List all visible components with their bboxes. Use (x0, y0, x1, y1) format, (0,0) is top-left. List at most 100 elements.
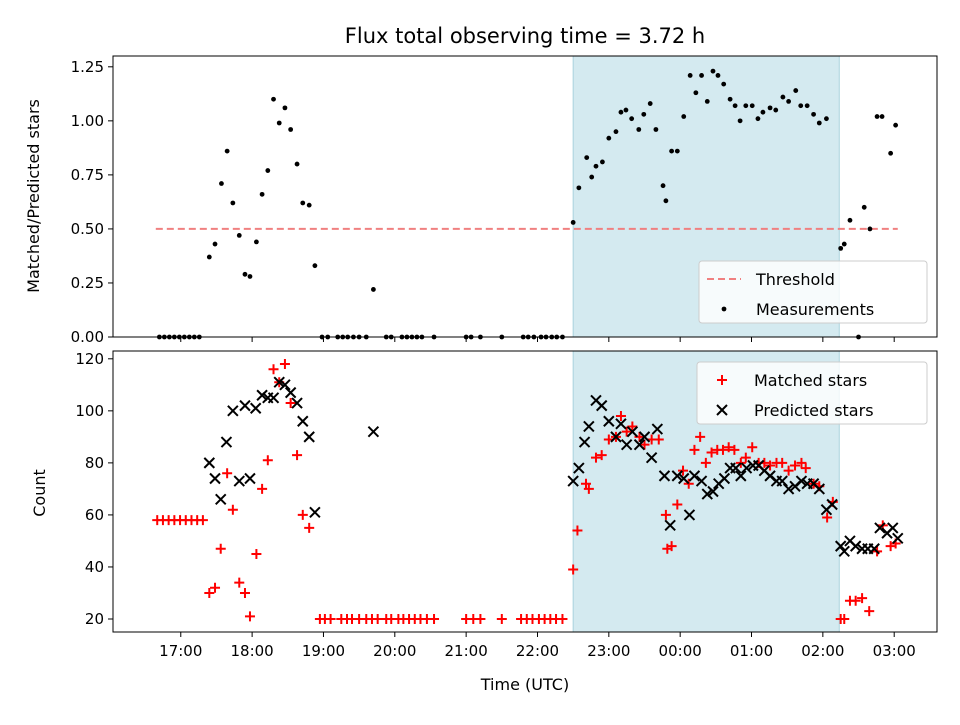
bottom-data-point (740, 462, 753, 474)
x-tick-label: 17:00 (159, 642, 202, 660)
top-y-tick-label: 1.25 (71, 58, 104, 76)
bottom-data-point (603, 415, 615, 427)
top-data-point (743, 103, 749, 109)
bottom-data-point (590, 452, 601, 463)
bottom-data-point (297, 509, 308, 520)
bottom-data-point (215, 543, 226, 554)
bottom-data-point (864, 606, 875, 617)
top-series-0 (156, 68, 899, 340)
bottom-data-point (215, 493, 227, 506)
bottom-panel: 17:00 18:00 19:00 20:00 21:00 22:00 23:00 00:00… (75, 350, 938, 660)
top-data-point (370, 287, 376, 292)
chart-title: Flux total observing time = 3.72 h (345, 24, 705, 48)
bottom-legend-handle (716, 404, 728, 416)
bottom-data-point (735, 457, 746, 468)
top-data-point (786, 98, 792, 104)
top-data-point (669, 148, 675, 154)
bottom-data-point (887, 522, 899, 534)
bottom-data-point (222, 468, 233, 479)
bottom-data-point (707, 485, 719, 498)
bottom-data-point (291, 397, 303, 409)
bottom-data-point (633, 438, 646, 451)
top-y-tick-label: 0.25 (71, 274, 104, 292)
bottom-data-point (583, 420, 595, 433)
bottom-y-tick-label: 120 (75, 350, 104, 368)
x-tick-label: 18:00 (230, 642, 273, 660)
bottom-data-point (220, 436, 233, 448)
bottom-data-point (251, 548, 262, 559)
top-legend-box (698, 260, 928, 324)
bottom-data-point (372, 613, 383, 624)
top-data-point (737, 118, 743, 124)
bottom-data-point (701, 488, 713, 500)
bottom-data-point (664, 519, 676, 532)
top-data-point (660, 183, 666, 189)
top-data-point (861, 204, 867, 210)
x-tick-label: 23:00 (587, 642, 630, 660)
top-data-point (760, 109, 766, 115)
top-data-point (613, 129, 619, 135)
top-data-point (674, 148, 680, 154)
top-y-tick-label: 0.75 (71, 166, 104, 184)
bottom-data-point (573, 462, 585, 474)
bottom-data-point (678, 472, 690, 485)
top-data-point (755, 116, 761, 122)
bottom-data-point (297, 415, 309, 427)
x-tick-label: 03:00 (873, 642, 916, 660)
bottom-data-point (626, 425, 639, 438)
top-data-point (247, 274, 253, 279)
bottom-data-point (249, 402, 262, 414)
top-legend-label: Measurements (756, 300, 874, 319)
bottom-data-point (683, 478, 694, 489)
bottom-data-point (639, 439, 650, 450)
x-axis-label: Time (UTC) (480, 675, 569, 694)
top-data-point (804, 103, 810, 109)
bottom-y-tick-label: 20 (85, 610, 104, 628)
top-data-point (780, 94, 786, 100)
top-data-point (271, 96, 276, 102)
top-y-tick-label: 1.00 (71, 112, 104, 130)
bottom-data-point (292, 450, 303, 461)
top-data-point (206, 254, 212, 260)
bottom-data-point (309, 506, 321, 519)
top-data-point (841, 241, 847, 247)
bottom-data-point (723, 442, 734, 453)
top-y-tick-label: 0.50 (71, 220, 104, 238)
bottom-data-point (689, 444, 700, 455)
top-data-point (242, 271, 248, 277)
bottom-data-point (284, 386, 297, 399)
top-legend-handle (721, 306, 727, 312)
top-data-point (699, 73, 704, 78)
bottom-data-point (583, 483, 594, 494)
bottom-data-point (233, 475, 245, 487)
bottom-data-point (257, 483, 268, 494)
top-data-point (721, 81, 727, 87)
bottom-data-point (620, 438, 633, 451)
bottom-data-point (234, 577, 245, 588)
bottom-legend-label: Matched stars (754, 371, 867, 390)
top-panel: 0.00 0.25 0.50 0.75 1.00 1.25 Threshold Measure… (71, 55, 938, 346)
bottom-data-point (795, 475, 808, 487)
top-data-point (793, 88, 799, 93)
top-data-point (593, 163, 599, 169)
top-data-point (570, 220, 576, 225)
top-data-point (294, 161, 300, 167)
bottom-data-point (666, 541, 677, 552)
top-data-point (618, 109, 624, 115)
top-data-point (767, 105, 773, 111)
bottom-data-point (729, 444, 740, 455)
top-data-point (693, 90, 699, 96)
bottom-data-point (496, 613, 507, 624)
bottom-data-point (203, 457, 216, 469)
bottom-y-tick-label: 40 (85, 558, 104, 576)
bottom-data-point (839, 613, 850, 624)
bottom-data-point (256, 389, 268, 401)
x-tick-label: 02:00 (801, 642, 844, 660)
top-data-point (663, 198, 669, 204)
top-data-point (847, 217, 853, 223)
bottom-data-point (279, 359, 290, 370)
x-tick-label: 21:00 (445, 642, 488, 660)
top-data-point (288, 127, 294, 132)
bottom-data-point (782, 483, 795, 495)
top-data-point (710, 68, 716, 74)
